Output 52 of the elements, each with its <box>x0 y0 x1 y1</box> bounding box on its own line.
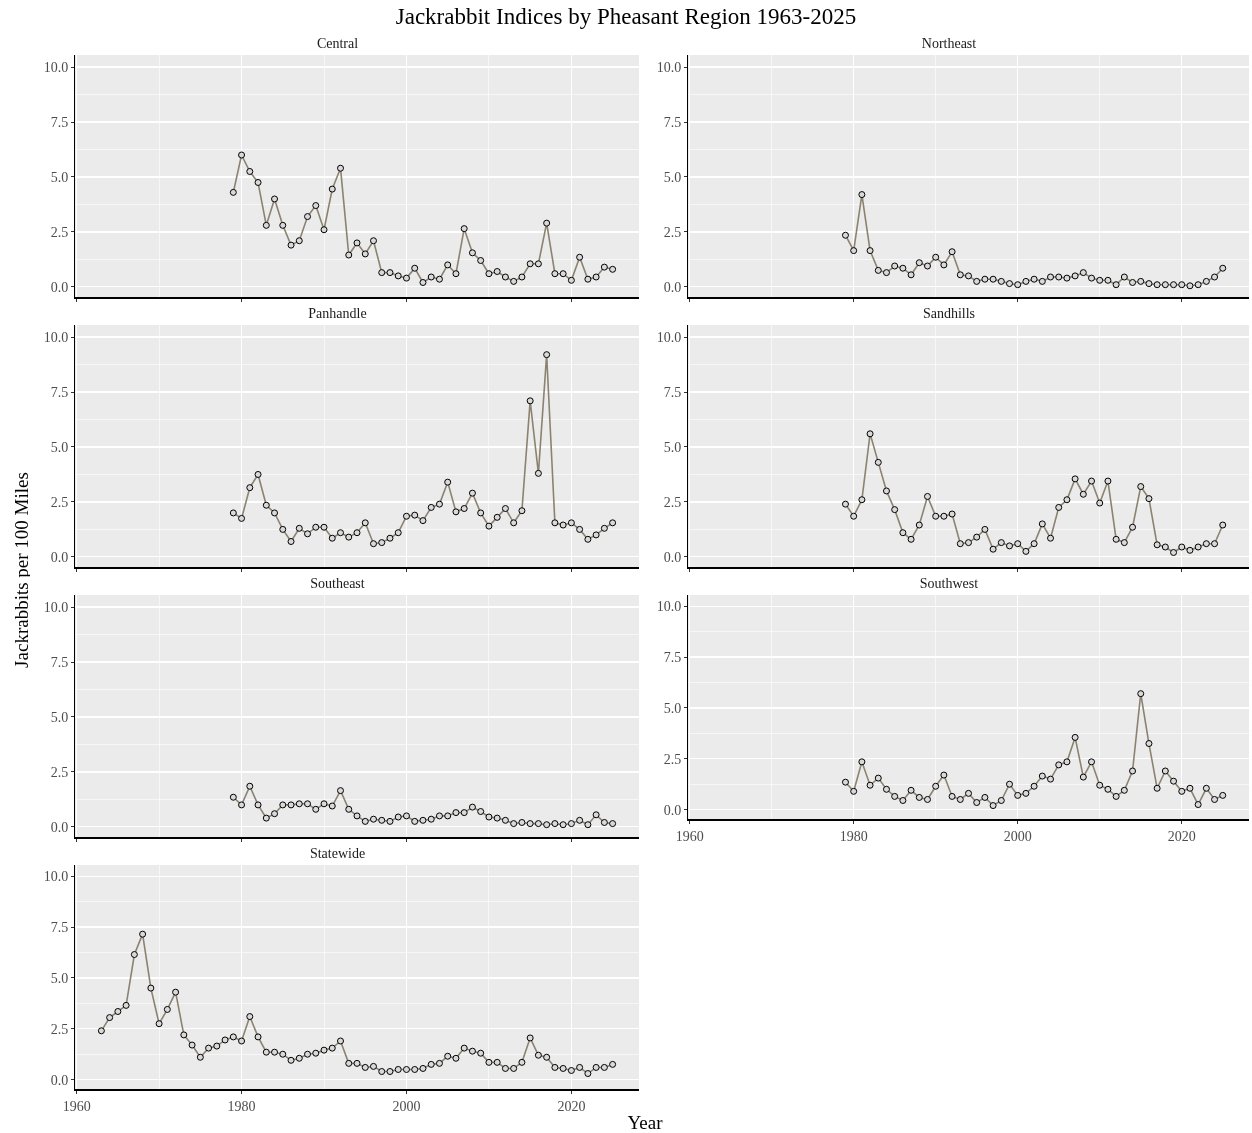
y-tick-label: 2.5 <box>50 494 69 510</box>
y-tick-label: 10.0 <box>656 59 682 75</box>
x-tick-label: 1980 <box>839 828 868 844</box>
y-tick-label: 7.5 <box>50 654 69 670</box>
y-tick-label: 10.0 <box>43 329 69 345</box>
y-tick-label: 5.0 <box>50 709 69 725</box>
chart-title: Central <box>316 35 359 51</box>
y-tick-label: 0.0 <box>50 1072 69 1088</box>
y-tick-label: 2.5 <box>663 224 682 240</box>
y-tick-label: 0.0 <box>663 549 682 565</box>
y-tick-label: 5.0 <box>50 970 69 986</box>
x-tick-label: 2000 <box>392 1098 421 1114</box>
y-tick-label: 5.0 <box>663 700 682 716</box>
y-tick-label: 10.0 <box>656 329 682 345</box>
y-tick-label: 7.5 <box>50 114 69 130</box>
text: Jackrabbit Indices by Pheasant Region 1963-2025 <box>394 4 858 30</box>
y-tick-label: 7.5 <box>50 919 69 935</box>
chart-title: Northeast <box>921 35 977 51</box>
y-tick-label: 2.5 <box>50 224 69 240</box>
y-tick-label: 0.0 <box>50 279 69 295</box>
y-tick-label: 5.0 <box>663 439 682 455</box>
x-tick-label: 2020 <box>1167 828 1196 844</box>
y-tick-label: 5.0 <box>50 439 69 455</box>
x-axis-title: Year <box>627 1112 663 1133</box>
y-tick-label: 10.0 <box>43 599 69 615</box>
chart-title: Sandhills <box>922 305 976 321</box>
y-tick-label: 0.0 <box>50 549 69 565</box>
y-tick-label: 2.5 <box>663 494 682 510</box>
chart-title: Statewide <box>309 845 366 861</box>
y-tick-label: 2.5 <box>663 751 682 767</box>
y-tick-label: 7.5 <box>50 384 69 400</box>
y-tick-label: 7.5 <box>663 649 682 665</box>
y-tick-label: 2.5 <box>50 1021 69 1037</box>
y-tick-label: 7.5 <box>663 114 682 130</box>
y-tick-label: 10.0 <box>656 599 682 615</box>
y-tick-label: 10.0 <box>43 59 69 75</box>
x-tick-label: 2000 <box>1003 828 1032 844</box>
x-tick-label: 1960 <box>675 828 704 844</box>
y-tick-label: 0.0 <box>663 802 682 818</box>
chart-title: Southeast <box>310 575 365 591</box>
y-tick-label: 0.0 <box>50 819 69 835</box>
y-tick-label: 7.5 <box>663 384 682 400</box>
y-tick-label: 0.0 <box>663 279 682 295</box>
y-tick-label: 10.0 <box>43 869 69 885</box>
x-tick-label: 2020 <box>557 1098 586 1114</box>
y-tick-label: 5.0 <box>663 169 682 185</box>
chart-title: Southwest <box>919 575 979 591</box>
y-tick-label: 5.0 <box>50 169 69 185</box>
y-tick-label: 2.5 <box>50 764 69 780</box>
x-tick-label: 1980 <box>227 1098 256 1114</box>
chart-title: Panhandle <box>308 305 367 321</box>
x-tick-label: 1960 <box>62 1098 91 1114</box>
